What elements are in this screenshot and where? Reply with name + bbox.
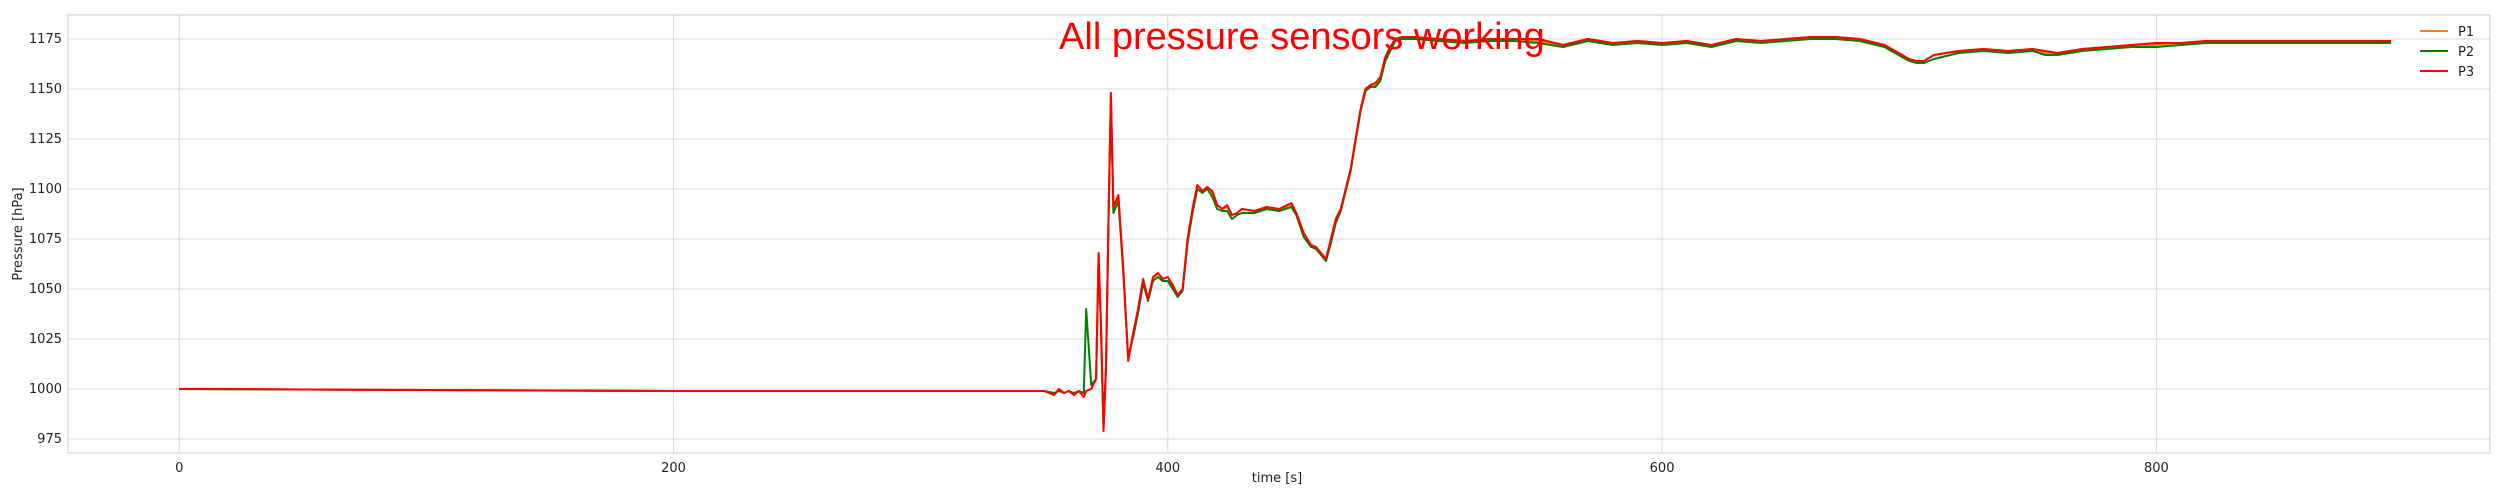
y-tick-label: 1100 <box>29 182 62 197</box>
y-axis-label: Pressure [hPa] <box>11 187 26 280</box>
y-tick-label: 1175 <box>29 32 62 47</box>
annotation-text: All pressure sensors working <box>1059 16 1545 58</box>
plot-area <box>67 14 2491 454</box>
y-tick-label: 975 <box>37 432 62 447</box>
series-lines <box>179 36 2392 432</box>
y-tick-labels: 975 1000 1025 1050 1075 1100 1125 1150 1175 <box>29 32 62 447</box>
x-tick-label: 200 <box>661 461 686 476</box>
x-tick-label: 400 <box>1155 461 1180 476</box>
y-tick-label: 1050 <box>29 282 62 297</box>
legend-label-p2: P2 <box>2458 45 2474 60</box>
y-tick-label: 1075 <box>29 232 62 247</box>
x-tick-label: 800 <box>2144 461 2169 476</box>
legend: P1 P2 P3 <box>2420 25 2474 80</box>
y-tick-label: 1000 <box>29 382 62 397</box>
series-line-p3 <box>179 36 2392 432</box>
x-tick-label: 0 <box>175 461 183 476</box>
legend-label-p1: P1 <box>2458 25 2474 40</box>
x-tick-labels: 0 200 400 600 800 <box>175 461 2169 476</box>
x-axis-label: time [s] <box>1252 471 1302 486</box>
x-tick-label: 600 <box>1650 461 1675 476</box>
y-tick-label: 1125 <box>29 132 62 147</box>
y-tick-label: 1150 <box>29 82 62 97</box>
y-tick-label: 1025 <box>29 332 62 347</box>
grid-lines <box>68 15 2490 453</box>
legend-label-p3: P3 <box>2458 65 2474 80</box>
